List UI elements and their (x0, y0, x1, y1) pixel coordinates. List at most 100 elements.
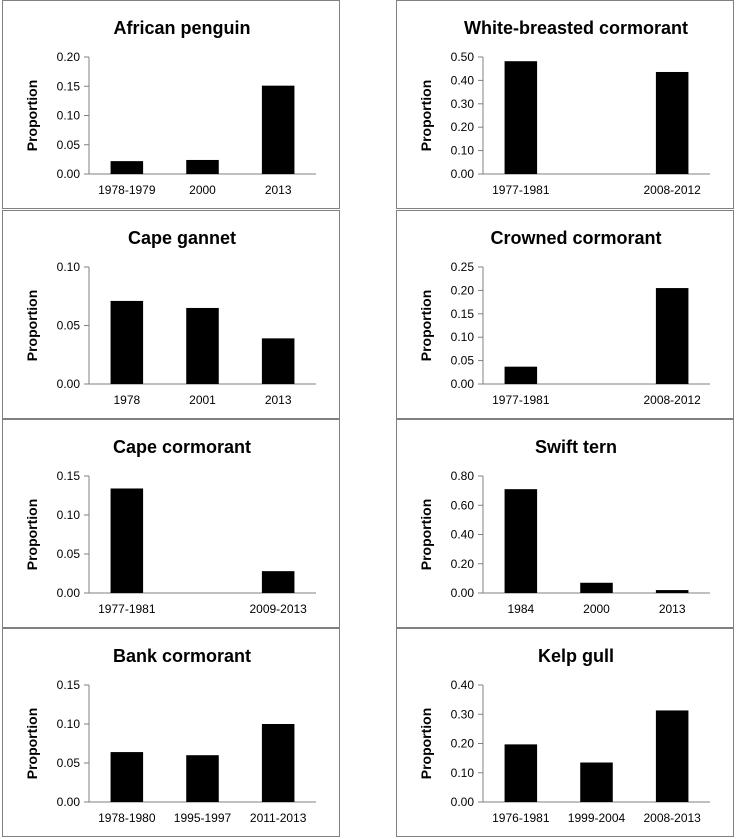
y-tick-label: 0.00 (451, 795, 475, 809)
y-tick-label: 0.00 (57, 586, 81, 600)
y-tick-label: 0.05 (57, 319, 81, 333)
bar (110, 752, 144, 802)
y-tick-label: 0.15 (57, 469, 81, 483)
chart-svg: Kelp gull Proportion 0.00 0.10 0.20 0.30 0.40 1… (418, 646, 710, 825)
y-axis-label: Proportion (24, 708, 40, 780)
y-axis-label: Proportion (418, 708, 434, 780)
x-tick-label: 1978 (113, 393, 140, 407)
x-tick-label: 2000 (583, 602, 610, 616)
bar (186, 755, 219, 802)
y-tick-label: 0.40 (451, 73, 475, 87)
y-axis-label: Proportion (24, 290, 40, 362)
y-tick-label: 0.05 (57, 547, 81, 561)
bar (504, 366, 538, 384)
chart-title: Crowned cormorant (490, 228, 661, 248)
bar (655, 590, 689, 593)
y-tick-label: 0.00 (57, 167, 81, 181)
y-tick-label: 0.00 (451, 377, 475, 391)
y-tick-label: 0.10 (57, 109, 81, 123)
chart-svg: Cape gannet Proportion 0.00 0.05 0.10 1978 200… (24, 228, 316, 407)
x-tick-label: 2013 (265, 183, 292, 197)
x-tick-label: 1984 (507, 602, 534, 616)
y-tick-label: 0.15 (57, 678, 81, 692)
x-tick-label: 1976-1981 (492, 811, 550, 825)
bar (504, 744, 538, 802)
y-tick-label: 0.40 (451, 528, 475, 542)
y-tick-label: 0.30 (451, 97, 475, 111)
bar (261, 338, 295, 384)
chart-title: Cape gannet (128, 228, 236, 248)
bar (261, 571, 295, 593)
y-tick-label: 0.60 (451, 498, 475, 512)
y-tick-label: 0.00 (57, 377, 81, 391)
bar (655, 71, 689, 174)
y-tick-label: 0.15 (451, 307, 475, 321)
y-tick-label: 0.40 (451, 678, 475, 692)
chart-title: Swift tern (535, 437, 617, 457)
x-tick-label: 1999-2004 (568, 811, 626, 825)
y-axis-label: Proportion (418, 499, 434, 571)
y-tick-label: 0.10 (451, 330, 475, 344)
x-tick-label: 2008-2012 (643, 183, 701, 197)
y-tick-label: 0.05 (451, 354, 475, 368)
x-tick-label: 1977-1981 (492, 183, 550, 197)
y-tick-label: 0.05 (57, 756, 81, 770)
y-tick-label: 0.15 (57, 79, 81, 93)
x-tick-label: 2008-2013 (643, 811, 701, 825)
x-tick-label: 2008-2012 (643, 393, 701, 407)
y-axis-label: Proportion (418, 290, 434, 362)
chart-svg: Crowned cormorant Proportion 0.00 0.05 0.10 0… (418, 228, 710, 407)
bar (110, 488, 144, 593)
y-tick-label: 0.30 (451, 707, 475, 721)
chart-panel-7: Kelp gull Proportion 0.00 0.10 0.20 0.30 0.40 1… (396, 628, 734, 837)
y-tick-label: 0.00 (451, 586, 475, 600)
y-tick-label: 0.00 (451, 167, 475, 181)
y-tick-label: 0.10 (451, 144, 475, 158)
bar (504, 489, 538, 593)
bar (504, 61, 538, 174)
chart-title: White-breasted cormorant (464, 18, 688, 38)
chart-panel-6: Bank cormorant Proportion 0.00 0.05 0.10 0.15… (2, 628, 340, 837)
bar (186, 307, 219, 384)
chart-title: Cape cormorant (113, 437, 251, 457)
y-tick-label: 0.20 (451, 557, 475, 571)
chart-panel-2: Cape gannet Proportion 0.00 0.05 0.10 1978 200… (2, 210, 340, 419)
bar (261, 724, 295, 802)
chart-svg: Cape cormorant Proportion 0.00 0.05 0.10 0.15… (24, 437, 316, 616)
y-tick-label: 0.50 (451, 50, 475, 64)
y-tick-label: 0.20 (57, 50, 81, 64)
bar (580, 582, 613, 593)
x-tick-label: 2000 (189, 183, 216, 197)
x-tick-label: 2013 (659, 602, 686, 616)
chart-panel-0: African penguin Proportion 0.00 0.05 0.10 0.1… (2, 0, 340, 209)
y-axis-label: Proportion (24, 80, 40, 152)
y-tick-label: 0.25 (451, 260, 475, 274)
y-axis-label: Proportion (418, 80, 434, 152)
bar (110, 300, 144, 384)
y-tick-label: 0.20 (451, 283, 475, 297)
y-tick-label: 0.10 (57, 260, 81, 274)
y-tick-label: 0.00 (57, 795, 81, 809)
y-tick-label: 0.05 (57, 138, 81, 152)
y-axis-label: Proportion (24, 499, 40, 571)
chart-title: Bank cormorant (113, 646, 251, 666)
x-tick-label: 2011-2013 (250, 811, 307, 825)
bar (110, 161, 144, 174)
x-tick-label: 1978-1979 (98, 183, 156, 197)
y-tick-label: 0.10 (451, 766, 475, 780)
x-tick-label: 2001 (189, 393, 216, 407)
x-tick-label: 1977-1981 (98, 602, 156, 616)
chart-panel-5: Swift tern Proportion 0.00 0.20 0.40 0.60 0.80… (396, 419, 734, 628)
chart-panel-3: Crowned cormorant Proportion 0.00 0.05 0.10 0… (396, 210, 734, 419)
chart-svg: African penguin Proportion 0.00 0.05 0.10 0.1… (24, 18, 316, 197)
chart-panel-4: Cape cormorant Proportion 0.00 0.05 0.10 0.15… (2, 419, 340, 628)
bar (655, 288, 689, 384)
bar (261, 85, 295, 174)
y-tick-label: 0.10 (57, 717, 81, 731)
y-tick-label: 0.10 (57, 508, 81, 522)
y-tick-label: 0.80 (451, 469, 475, 483)
x-tick-label: 1995-1997 (174, 811, 232, 825)
bar (655, 710, 689, 802)
y-tick-label: 0.20 (451, 120, 475, 134)
chart-svg: White-breasted cormorant Proportion 0.00 0.… (418, 18, 710, 197)
